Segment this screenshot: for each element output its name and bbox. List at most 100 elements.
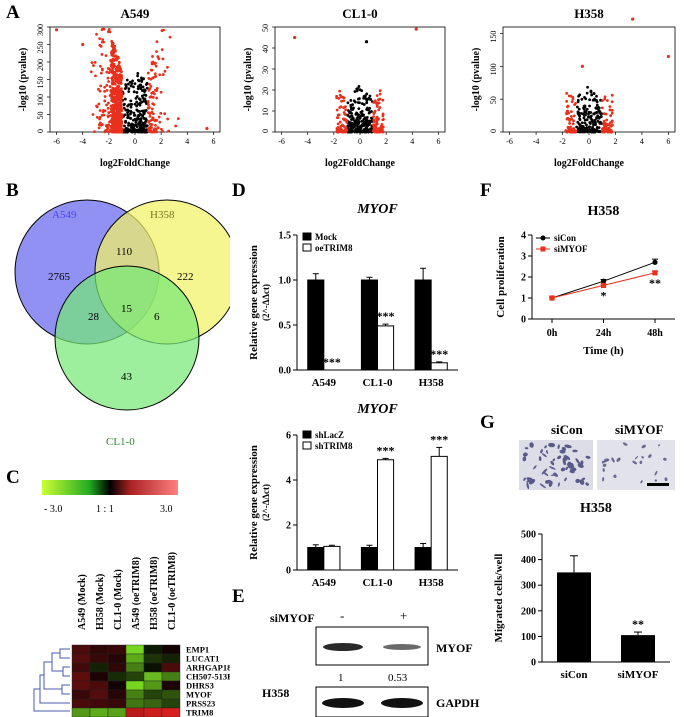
heatmap-cell bbox=[107, 707, 127, 717]
x-tick-label: siCon bbox=[561, 669, 588, 681]
data-point bbox=[356, 122, 359, 126]
heatmap-col-label: CL1-0 (Mock) bbox=[113, 569, 124, 630]
data-point bbox=[377, 101, 381, 105]
data-point bbox=[132, 113, 136, 117]
y-tick-label: 2 bbox=[286, 521, 291, 532]
dendrogram bbox=[33, 648, 70, 712]
data-point bbox=[367, 108, 370, 112]
data-point bbox=[107, 111, 111, 114]
data-point bbox=[123, 102, 126, 106]
wb-myof-band-2 bbox=[383, 644, 421, 650]
data-point bbox=[133, 124, 136, 127]
migrated-cell bbox=[575, 478, 581, 484]
data-point bbox=[155, 87, 159, 90]
data-point bbox=[610, 100, 614, 104]
data-point bbox=[118, 102, 122, 106]
data-point bbox=[365, 101, 369, 105]
heatmap-cell bbox=[107, 689, 127, 700]
bar bbox=[307, 547, 325, 571]
data-point bbox=[377, 130, 381, 134]
data-point bbox=[591, 120, 595, 124]
data-point bbox=[335, 108, 339, 112]
data-point bbox=[343, 112, 347, 116]
heatmap-cell bbox=[143, 671, 163, 682]
data-point bbox=[115, 58, 118, 62]
heatmap-cell bbox=[71, 698, 91, 709]
data-point bbox=[356, 128, 360, 132]
data-point bbox=[108, 30, 112, 34]
data-point bbox=[109, 88, 113, 92]
x-tick-label: 4 bbox=[640, 137, 644, 146]
data-point bbox=[147, 77, 151, 80]
data-point bbox=[349, 99, 353, 102]
data-point bbox=[97, 102, 101, 106]
migrated-cell bbox=[575, 458, 581, 465]
data-point bbox=[575, 105, 579, 109]
wb-gapdh-band-2 bbox=[381, 698, 423, 708]
data-point bbox=[115, 107, 119, 111]
legend-swatch bbox=[302, 430, 312, 439]
data-point bbox=[120, 87, 123, 91]
heatmap-cell bbox=[125, 662, 145, 673]
data-point bbox=[140, 76, 143, 80]
heatmap-cell bbox=[125, 680, 145, 691]
data-point bbox=[110, 107, 114, 110]
migrated-cell bbox=[602, 477, 605, 482]
data-point bbox=[566, 125, 570, 129]
y-axis-label: Migrated cells/well bbox=[493, 554, 505, 643]
data-point bbox=[572, 119, 575, 123]
data-point bbox=[595, 98, 598, 102]
data-point bbox=[114, 101, 118, 105]
data-point bbox=[343, 117, 347, 121]
data-point bbox=[356, 97, 360, 101]
volcano-a549: A549 -6 -4 -2 0 2 4 6 0 50 100 150 200 250 300 log2Fold… bbox=[18, 6, 221, 169]
bar bbox=[323, 545, 341, 571]
y-tick-label: 6 bbox=[286, 431, 291, 442]
data-point bbox=[168, 35, 172, 39]
data-point bbox=[372, 118, 376, 122]
bar bbox=[430, 362, 448, 371]
data-point bbox=[113, 44, 117, 48]
data-point bbox=[113, 70, 116, 74]
data-point bbox=[111, 41, 114, 45]
data-point bbox=[600, 278, 607, 284]
migrated-cell bbox=[524, 447, 529, 450]
heatmap-cell bbox=[71, 680, 91, 691]
data-point bbox=[379, 125, 383, 128]
chart-title: H358 bbox=[588, 204, 620, 219]
data-point bbox=[346, 101, 350, 105]
data-point bbox=[113, 92, 117, 96]
heatmap-panel: - 3.0 1 : 1 3.0 A549 (Mock) H358 (Mock) CL… bbox=[33, 480, 230, 717]
data-point bbox=[126, 104, 130, 108]
wb-cell-line: H358 bbox=[262, 686, 289, 700]
data-point bbox=[359, 127, 363, 131]
migrated-cell bbox=[654, 470, 658, 476]
data-point bbox=[123, 87, 127, 91]
line-chart-proliferation: H358 0 1 2 3 4 0h 24h 48h Time (h) Cell proliferat… bbox=[495, 204, 675, 357]
data-point bbox=[364, 40, 369, 44]
data-point bbox=[139, 86, 143, 90]
data-point bbox=[610, 108, 614, 112]
heatmap-cell bbox=[71, 653, 91, 664]
y-tick-label: 1 bbox=[521, 294, 526, 305]
x-tick-label: -2 bbox=[331, 137, 338, 146]
heatmap-cell bbox=[107, 698, 127, 709]
data-point bbox=[666, 54, 670, 59]
wb-gapdh-band-1 bbox=[322, 698, 364, 708]
data-point bbox=[340, 99, 343, 103]
data-point bbox=[118, 124, 122, 128]
data-point bbox=[148, 87, 152, 91]
data-point bbox=[104, 54, 108, 58]
significance-stars: *** bbox=[377, 443, 395, 457]
data-point bbox=[147, 120, 151, 123]
data-point bbox=[110, 130, 114, 133]
y-tick-label: 500 bbox=[521, 530, 536, 541]
data-point bbox=[602, 127, 606, 131]
data-point bbox=[363, 96, 367, 100]
data-point bbox=[353, 100, 357, 104]
data-point bbox=[135, 104, 139, 108]
x-tick-label: -4 bbox=[79, 137, 86, 146]
data-point bbox=[586, 130, 589, 134]
data-point bbox=[565, 109, 569, 113]
x-tick-label: CL1-0 bbox=[363, 377, 393, 389]
